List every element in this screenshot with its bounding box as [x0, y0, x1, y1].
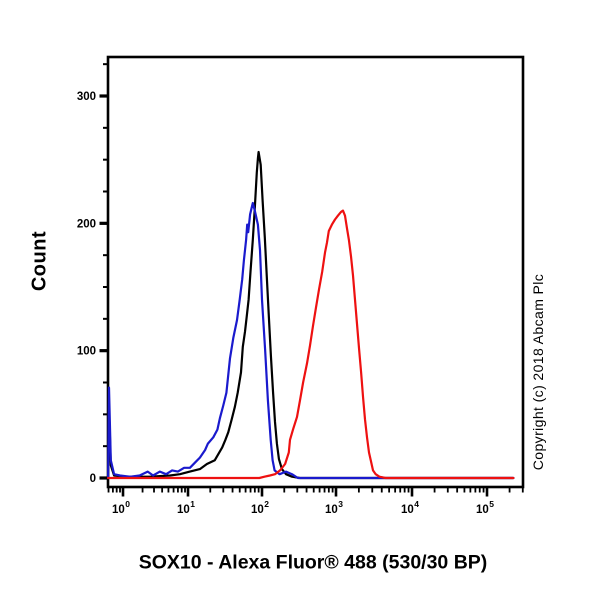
x-tick-label: 100 [112, 499, 130, 516]
x-tick-label: 103 [325, 499, 343, 516]
x-tick-label: 104 [401, 499, 419, 516]
curve-sox10-red [106, 209, 515, 480]
x-tick-label: 102 [251, 499, 269, 516]
x-axis-title: SOX10 - Alexa Fluor® 488 (530/30 BP) [138, 551, 488, 574]
x-tick-label: 105 [476, 499, 494, 516]
x-tick-label: 101 [177, 499, 195, 516]
y-tick-label: 200 [77, 218, 96, 230]
curve-control-blue [106, 201, 515, 480]
copyright-text: Copyright (c) 2018 Abcam Plc [530, 273, 546, 471]
y-tick-label: 100 [77, 346, 96, 358]
plot-frame [106, 55, 525, 489]
y-tick-label: 300 [77, 91, 96, 103]
y-axis-title: Count [28, 230, 51, 292]
curve-control-black [106, 150, 515, 480]
y-tick-label: 0 [90, 473, 96, 485]
